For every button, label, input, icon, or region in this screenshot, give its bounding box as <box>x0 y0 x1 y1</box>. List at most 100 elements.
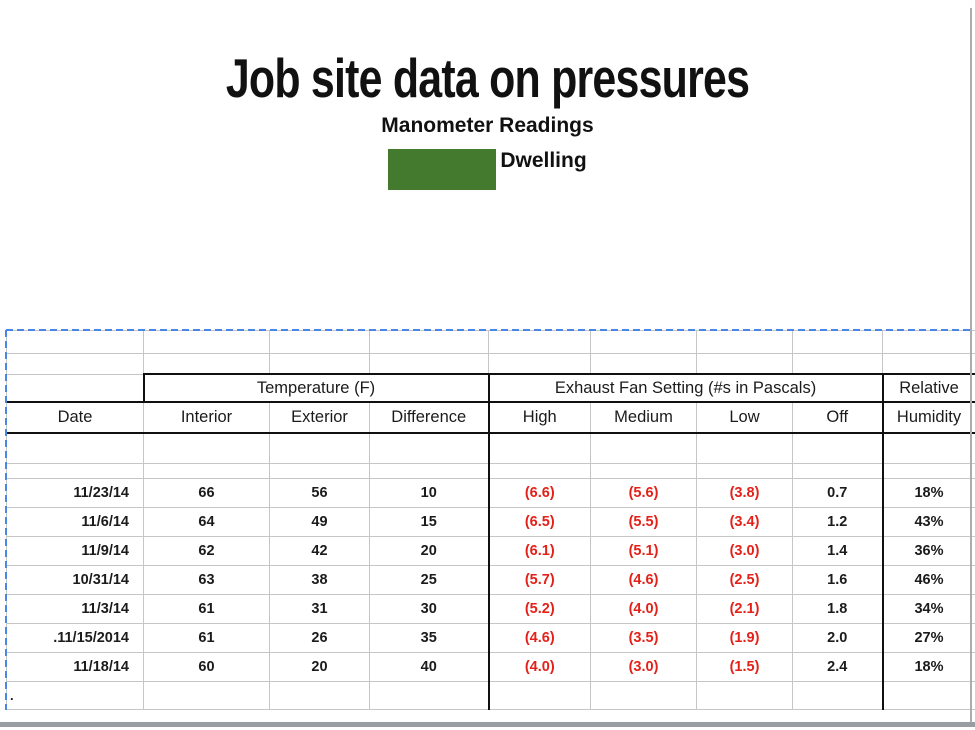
column-header-low[interactable]: Low <box>696 401 793 434</box>
empty-cell[interactable] <box>696 463 793 479</box>
empty-cell[interactable] <box>488 330 591 354</box>
column-header-exterior[interactable]: Exterior <box>269 401 370 434</box>
cell-low[interactable]: (1.9) <box>696 623 793 653</box>
legend-label[interactable]: Dwelling <box>500 149 587 172</box>
cell-humidity[interactable]: 46% <box>881 565 975 595</box>
empty-cell[interactable] <box>882 330 975 354</box>
cell-off[interactable]: 2.4 <box>792 652 883 682</box>
empty-cell[interactable] <box>488 353 591 375</box>
empty-cell[interactable] <box>487 681 591 710</box>
column-header-difference[interactable]: Difference <box>369 401 489 434</box>
cell-date[interactable]: 11/18/14 <box>6 652 144 682</box>
cell-low[interactable]: (2.5) <box>696 565 793 595</box>
cell-difference[interactable]: 40 <box>369 652 489 682</box>
empty-cell[interactable] <box>590 330 697 354</box>
cell-date[interactable]: .11/15/2014 <box>6 623 144 653</box>
column-header-humidity[interactable]: Humidity <box>881 401 975 434</box>
cell-exterior[interactable]: 42 <box>269 536 370 566</box>
empty-cell[interactable] <box>269 330 370 354</box>
cell-date[interactable]: 11/23/14 <box>6 478 144 508</box>
cell-interior[interactable]: 64 <box>143 507 270 537</box>
cell-low[interactable]: (1.5) <box>696 652 793 682</box>
empty-cell[interactable] <box>590 463 697 479</box>
empty-cell[interactable] <box>792 681 883 710</box>
empty-cell[interactable] <box>143 330 270 354</box>
cell-humidity[interactable]: 36% <box>881 536 975 566</box>
slide-title[interactable]: Job site data on pressures <box>225 47 750 109</box>
cell-off[interactable]: 2.0 <box>792 623 883 653</box>
empty-cell[interactable] <box>269 432 370 464</box>
cell-low[interactable]: (3.8) <box>696 478 793 508</box>
cell-humidity[interactable]: 18% <box>881 652 975 682</box>
empty-cell[interactable] <box>696 681 793 710</box>
cell-off[interactable]: 1.2 <box>792 507 883 537</box>
empty-cell[interactable] <box>143 353 270 375</box>
empty-cell[interactable] <box>882 353 975 375</box>
column-header-off[interactable]: Off <box>792 401 883 434</box>
empty-cell[interactable] <box>369 681 489 710</box>
empty-cell[interactable] <box>881 463 975 479</box>
empty-cell[interactable] <box>269 681 370 710</box>
cell-difference[interactable]: 20 <box>369 536 489 566</box>
cell-date[interactable]: 11/6/14 <box>6 507 144 537</box>
cell-interior[interactable]: 61 <box>143 594 270 624</box>
cell-interior[interactable]: 61 <box>143 623 270 653</box>
empty-cell[interactable] <box>696 353 793 375</box>
trailing-dot-cell[interactable]: . <box>6 681 144 710</box>
column-header-interior[interactable]: Interior <box>143 401 270 434</box>
empty-cell[interactable] <box>881 681 975 710</box>
cell-humidity[interactable]: 18% <box>881 478 975 508</box>
column-header-date[interactable]: Date <box>6 401 144 434</box>
cell-high[interactable]: (6.6) <box>487 478 591 508</box>
cell-off[interactable]: 0.7 <box>792 478 883 508</box>
empty-cell[interactable] <box>792 432 883 464</box>
empty-cell[interactable] <box>696 432 793 464</box>
subtitle-manometer-readings[interactable]: Manometer Readings <box>381 114 594 137</box>
cell-difference[interactable]: 15 <box>369 507 489 537</box>
cell-high[interactable]: (5.7) <box>487 565 591 595</box>
column-header-medium[interactable]: Medium <box>590 401 697 434</box>
empty-cell[interactable] <box>143 463 270 479</box>
empty-cell[interactable] <box>6 463 144 479</box>
cell-medium[interactable]: (4.6) <box>590 565 697 595</box>
empty-cell[interactable] <box>6 432 144 464</box>
cell-exterior[interactable]: 56 <box>269 478 370 508</box>
empty-cell[interactable] <box>6 330 144 354</box>
cell-interior[interactable]: 62 <box>143 536 270 566</box>
column-header-high[interactable]: High <box>487 401 591 434</box>
empty-cell[interactable] <box>269 463 370 479</box>
empty-cell[interactable] <box>881 432 975 464</box>
cell-difference[interactable]: 25 <box>369 565 489 595</box>
empty-cell[interactable] <box>369 432 489 464</box>
empty-cell[interactable] <box>369 330 489 354</box>
cell-medium[interactable]: (3.0) <box>590 652 697 682</box>
empty-cell[interactable] <box>590 353 697 375</box>
cell-humidity[interactable]: 34% <box>881 594 975 624</box>
empty-cell[interactable] <box>487 463 591 479</box>
empty-cell[interactable] <box>487 432 591 464</box>
cell-high[interactable]: (5.2) <box>487 594 591 624</box>
cell-exterior[interactable]: 49 <box>269 507 370 537</box>
empty-cell[interactable] <box>6 353 144 375</box>
cell-exterior[interactable]: 26 <box>269 623 370 653</box>
cell-exterior[interactable]: 38 <box>269 565 370 595</box>
cell-medium[interactable]: (3.5) <box>590 623 697 653</box>
empty-cell[interactable] <box>590 432 697 464</box>
cell-difference[interactable]: 10 <box>369 478 489 508</box>
cell-medium[interactable]: (4.0) <box>590 594 697 624</box>
cell-high[interactable]: (4.6) <box>487 623 591 653</box>
cell-off[interactable]: 1.4 <box>792 536 883 566</box>
cell-low[interactable]: (3.4) <box>696 507 793 537</box>
group-header-exhaust-fan[interactable]: Exhaust Fan Setting (#s in Pascals) <box>487 373 883 403</box>
group-header-relative[interactable]: Relative <box>881 373 975 403</box>
empty-cell[interactable] <box>369 463 489 479</box>
cell-humidity[interactable]: 27% <box>881 623 975 653</box>
group-header-temperature[interactable]: Temperature (F) <box>142 373 489 403</box>
cell-high[interactable]: (4.0) <box>487 652 591 682</box>
empty-cell[interactable] <box>369 353 489 375</box>
cell-exterior[interactable]: 31 <box>269 594 370 624</box>
cell-date[interactable]: 11/3/14 <box>6 594 144 624</box>
cell-difference[interactable]: 30 <box>369 594 489 624</box>
empty-cell[interactable] <box>6 373 144 403</box>
cell-medium[interactable]: (5.5) <box>590 507 697 537</box>
